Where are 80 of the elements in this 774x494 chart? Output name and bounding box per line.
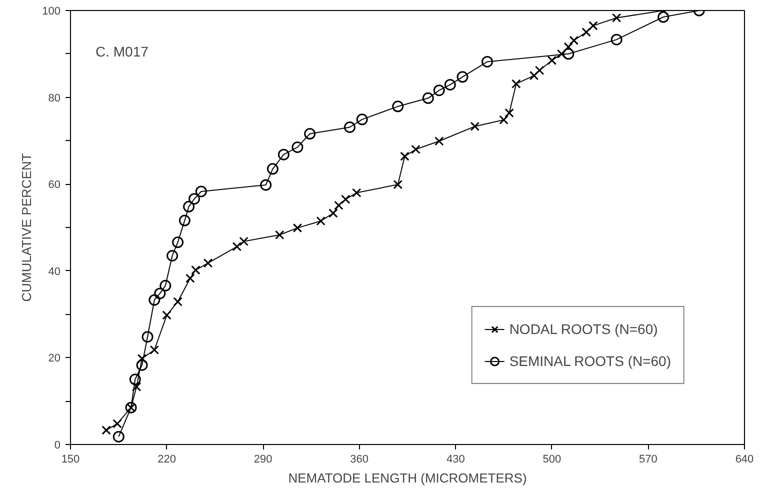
- point: [132, 382, 142, 392]
- point: [239, 236, 248, 246]
- point: [172, 236, 184, 248]
- point: [356, 114, 368, 126]
- point: [166, 250, 178, 262]
- point: [102, 426, 111, 435]
- x-tick-label: 570: [639, 454, 658, 466]
- point: [444, 78, 456, 90]
- point: [195, 186, 207, 198]
- point: [393, 180, 403, 190]
- legend-label: NODAL ROOTS (N=60): [509, 321, 658, 337]
- point: [588, 21, 598, 30]
- point: [260, 179, 272, 191]
- point: [422, 92, 434, 104]
- x-tick-label: 500: [542, 454, 562, 466]
- point: [556, 49, 566, 59]
- point: [433, 84, 445, 96]
- point: [499, 115, 508, 125]
- x-tick-label: 220: [158, 454, 176, 466]
- point: [482, 56, 494, 68]
- x-tick-label: 640: [735, 454, 754, 466]
- point: [232, 242, 242, 252]
- point: [400, 152, 410, 161]
- point: [188, 193, 200, 205]
- point: [160, 280, 172, 292]
- y-axis-title: CUMULATIVE PERCENT: [19, 153, 34, 302]
- y-tick-label: 0: [54, 440, 61, 452]
- point: [178, 214, 190, 226]
- point: [292, 223, 302, 233]
- point: [612, 13, 622, 23]
- point: [504, 108, 514, 118]
- y-tick-label: 80: [48, 92, 61, 104]
- point: [292, 141, 304, 153]
- legend-label: SEMINAL ROOTS (N=60): [509, 353, 671, 369]
- point: [610, 34, 622, 46]
- y-tick-label: 100: [42, 6, 61, 18]
- point: [547, 56, 557, 66]
- point: [112, 419, 122, 428]
- annotation: C. M017: [96, 44, 149, 60]
- point: [266, 163, 278, 175]
- point: [203, 258, 213, 268]
- x-axis-title: NEMATODE LENGTH (MICROMETERS): [288, 470, 527, 486]
- point: [569, 36, 579, 46]
- point: [183, 200, 195, 212]
- point: [278, 148, 290, 160]
- point: [112, 430, 124, 442]
- point: [344, 122, 356, 133]
- y-tick-label: 60: [48, 179, 61, 192]
- point: [529, 70, 539, 80]
- point: [512, 79, 521, 88]
- point: [150, 345, 160, 355]
- point: [148, 294, 160, 306]
- point: [534, 66, 544, 76]
- x-tick-label: 360: [350, 454, 369, 466]
- point: [434, 136, 444, 146]
- point: [456, 71, 468, 83]
- point: [392, 100, 404, 112]
- point: [186, 274, 195, 283]
- x-tick-label: 150: [61, 454, 80, 466]
- point: [129, 374, 141, 386]
- point: [316, 216, 326, 226]
- x-tick-label: 290: [254, 454, 272, 466]
- point: [470, 122, 480, 132]
- x-tick-label: 430: [446, 454, 465, 466]
- point: [142, 331, 154, 343]
- point: [658, 11, 670, 23]
- point: [304, 128, 316, 140]
- point: [352, 188, 362, 198]
- point: [274, 230, 284, 240]
- point: [328, 208, 338, 218]
- point: [173, 297, 182, 306]
- y-tick-label: 20: [48, 352, 61, 365]
- point: [154, 288, 166, 300]
- point: [191, 265, 200, 275]
- y-tick-label: 40: [48, 266, 61, 278]
- point: [334, 200, 344, 210]
- point: [340, 194, 350, 204]
- point: [411, 144, 420, 154]
- point: [582, 28, 591, 37]
- point: [162, 310, 172, 320]
